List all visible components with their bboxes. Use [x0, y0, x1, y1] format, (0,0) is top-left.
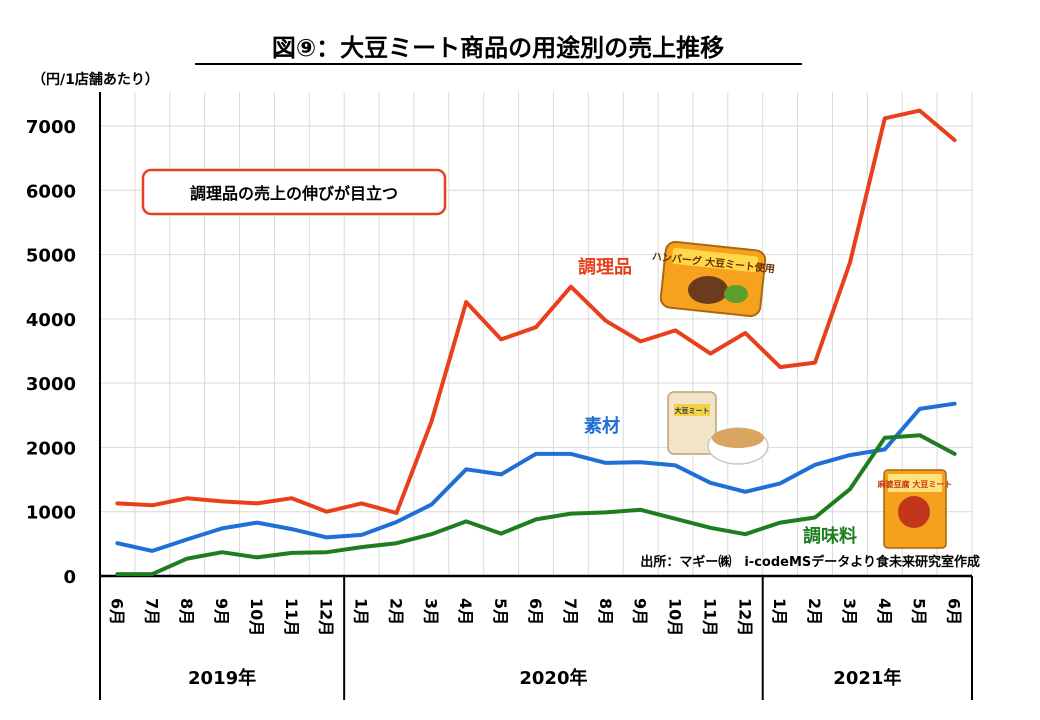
x-tick-month-label: 11月 [282, 598, 301, 636]
y-tick-label: 0 [63, 567, 76, 588]
callout-box: 調理品の売上の伸びが目立つ [141, 168, 447, 216]
x-tick-month-label: 9月 [631, 598, 650, 625]
x-axis-year-labels: 2019年 2020年 2021年 [188, 667, 901, 689]
source-note: 出所：マギー㈱ i-codeMSデータより食未来研究室作成 [640, 554, 980, 570]
callout-text: 調理品の売上の伸びが目立つ [190, 184, 398, 203]
y-tick-label: 5000 [26, 246, 76, 267]
x-tick-month-label: 7月 [561, 598, 580, 625]
chart-title: 図⑨：大豆ミート商品の用途別の売上推移 [272, 34, 724, 62]
y-axis-unit-label: （円/1店舗あたり） [32, 71, 159, 88]
x-tick-month-label: 11月 [700, 598, 719, 636]
year-label: 2019年 [188, 667, 256, 689]
x-tick-month-label: 4月 [875, 598, 894, 625]
x-tick-month-label: 5月 [910, 598, 929, 625]
x-axis-month-labels: 6月 7月 8月 9月 10月 11月 12月 1月 2月 3月 4月 5月 6月 7月 8月 9月 10月 11… [107, 598, 963, 636]
x-tick-month-label: 10月 [247, 598, 266, 636]
x-tick-month-label: 3月 [421, 598, 440, 625]
y-tick-label: 1000 [26, 503, 76, 524]
x-tick-month-label: 4月 [456, 598, 475, 625]
x-tick-month-label: 12月 [735, 598, 754, 636]
x-tick-month-label: 8月 [177, 598, 196, 625]
x-tick-month-label: 3月 [840, 598, 859, 625]
soy-material-package-illustration: 大豆ミート [667, 391, 769, 465]
x-tick-month-label: 12月 [317, 598, 336, 636]
series-label-choumiryou: 調味料 [803, 525, 857, 547]
mabo-package-text: 麻婆豆腐 大豆ミート [877, 479, 953, 489]
x-tick-month-label: 5月 [491, 598, 510, 625]
series-line-0 [115, 108, 957, 515]
y-tick-label: 2000 [26, 438, 76, 459]
callout-border [141, 168, 447, 216]
series-line-2 [115, 433, 957, 577]
x-tick-month-label: 8月 [596, 598, 615, 625]
x-tick-month-label: 9月 [212, 598, 231, 625]
x-tick-month-label: 2月 [805, 598, 824, 625]
mabo-tofu-package-illustration: 麻婆豆腐 大豆ミート [877, 469, 953, 549]
y-tick-label: 3000 [26, 374, 76, 395]
axes [99, 92, 973, 700]
x-tick-month-label: 10月 [666, 598, 685, 636]
x-tick-month-label: 7月 [142, 598, 161, 625]
series-lines [115, 108, 957, 577]
material-package-text: 大豆ミート [675, 406, 710, 415]
series-label-sozai: 素材 [584, 415, 620, 437]
year-label: 2020年 [519, 667, 587, 689]
series-line-1 [115, 401, 957, 553]
x-tick-month-label: 1月 [770, 598, 789, 625]
series-label-chouri: 調理品 [578, 256, 632, 278]
y-tick-label: 7000 [26, 117, 76, 138]
y-axis-ticks: 0 1000 2000 3000 4000 5000 6000 7000 [26, 117, 76, 588]
x-tick-month-label: 6月 [107, 598, 126, 625]
hamburg-package-illustration: ハンバーグ 大豆ミート使用 [651, 240, 775, 318]
y-tick-label: 6000 [26, 181, 76, 202]
x-tick-month-label: 1月 [352, 598, 371, 625]
x-tick-month-label: 6月 [945, 598, 964, 625]
x-tick-month-label: 6月 [526, 598, 545, 625]
y-tick-label: 4000 [26, 310, 76, 331]
x-tick-month-label: 2月 [386, 598, 405, 625]
year-label: 2021年 [833, 667, 901, 689]
